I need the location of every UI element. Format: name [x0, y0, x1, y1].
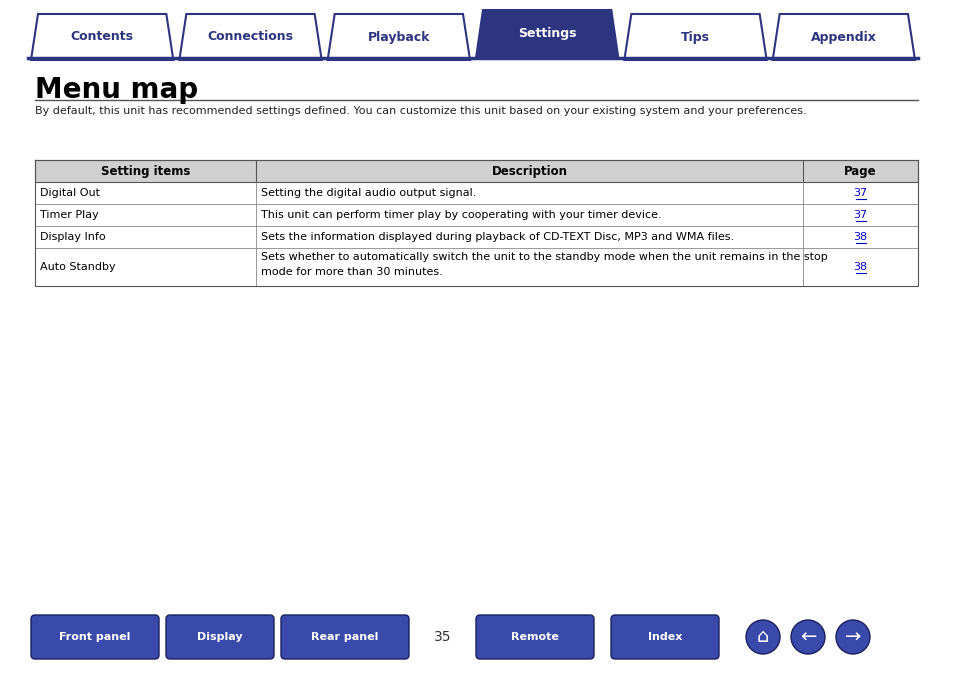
Circle shape: [835, 620, 869, 654]
Text: Auto Standby: Auto Standby: [40, 262, 115, 272]
Polygon shape: [476, 10, 618, 58]
Text: Contents: Contents: [71, 30, 133, 44]
Text: Setting the digital audio output signal.: Setting the digital audio output signal.: [260, 188, 476, 198]
Text: ←: ←: [799, 627, 816, 647]
Text: Rear panel: Rear panel: [311, 632, 378, 642]
Text: Timer Play: Timer Play: [40, 210, 99, 220]
Text: 37: 37: [853, 210, 867, 220]
FancyBboxPatch shape: [30, 615, 159, 659]
Circle shape: [745, 620, 780, 654]
Polygon shape: [623, 14, 766, 60]
Text: Digital Out: Digital Out: [40, 188, 100, 198]
FancyBboxPatch shape: [610, 615, 719, 659]
Text: Index: Index: [647, 632, 681, 642]
Text: Remote: Remote: [511, 632, 558, 642]
Text: Display Info: Display Info: [40, 232, 106, 242]
FancyBboxPatch shape: [166, 615, 274, 659]
FancyBboxPatch shape: [476, 615, 594, 659]
Text: ⌂: ⌂: [756, 627, 768, 647]
Text: Page: Page: [843, 164, 876, 178]
Bar: [35, 160, 917, 182]
Polygon shape: [179, 14, 321, 60]
Text: Tips: Tips: [680, 30, 709, 44]
Text: By default, this unit has recommended settings defined. You can customize this u: By default, this unit has recommended se…: [35, 106, 806, 116]
Text: →: →: [844, 627, 861, 647]
Text: Sets whether to automatically switch the unit to the standby mode when the unit : Sets whether to automatically switch the…: [260, 252, 826, 277]
Text: Connections: Connections: [208, 30, 294, 44]
Text: 38: 38: [853, 262, 867, 272]
Text: Sets the information displayed during playback of CD-TEXT Disc, MP3 and WMA file: Sets the information displayed during pl…: [260, 232, 733, 242]
Text: Front panel: Front panel: [59, 632, 131, 642]
Text: Description: Description: [491, 164, 567, 178]
Text: Display: Display: [197, 632, 243, 642]
Text: Setting items: Setting items: [101, 164, 190, 178]
Text: Settings: Settings: [517, 28, 576, 40]
Text: Playback: Playback: [367, 30, 430, 44]
Text: 35: 35: [434, 630, 452, 644]
Polygon shape: [30, 14, 173, 60]
FancyBboxPatch shape: [281, 615, 409, 659]
Text: 38: 38: [853, 232, 867, 242]
Polygon shape: [327, 14, 470, 60]
Text: Appendix: Appendix: [810, 30, 876, 44]
Circle shape: [790, 620, 824, 654]
Polygon shape: [772, 14, 914, 60]
Text: 37: 37: [853, 188, 867, 198]
Text: Menu map: Menu map: [35, 76, 198, 104]
Text: This unit can perform timer play by cooperating with your timer device.: This unit can perform timer play by coop…: [260, 210, 660, 220]
